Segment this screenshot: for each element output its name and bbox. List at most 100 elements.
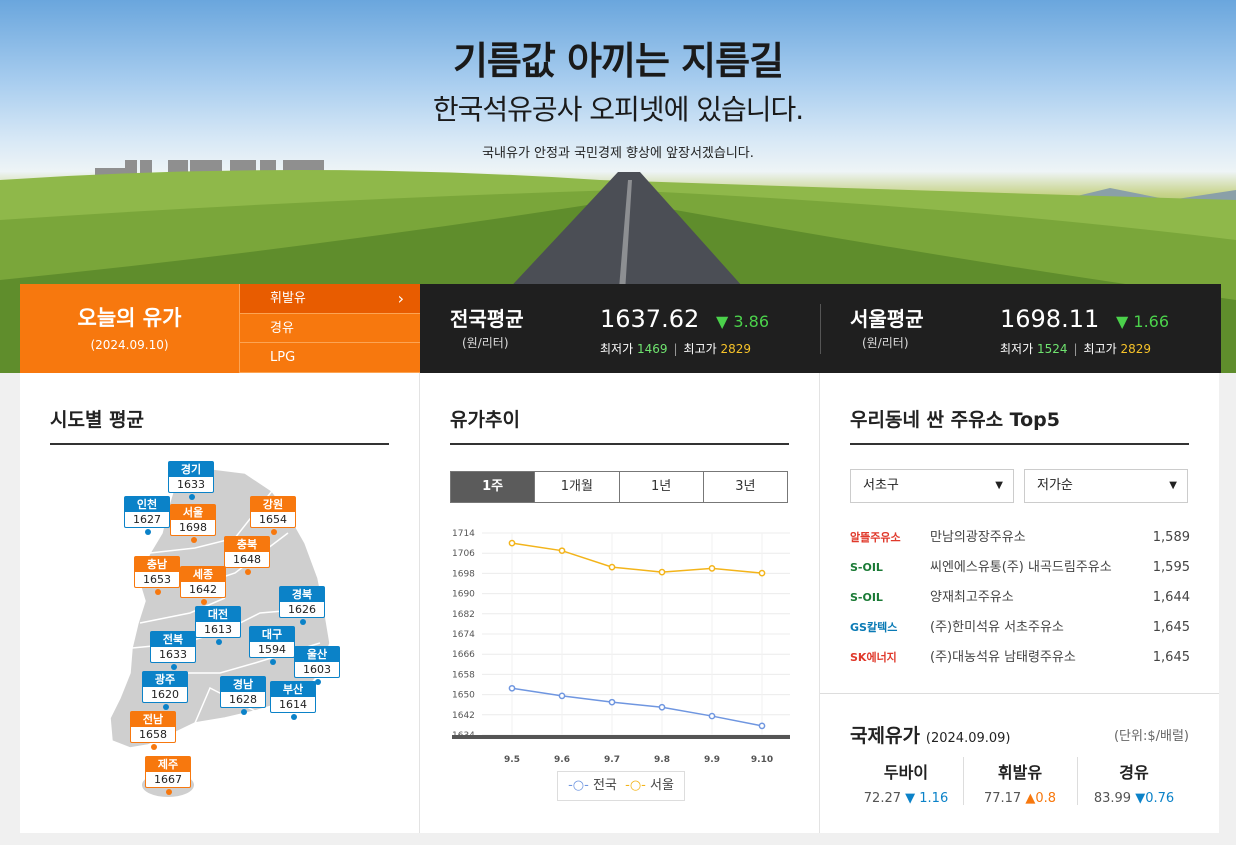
region-badge[interactable]: 대전 1613	[195, 606, 241, 645]
region-price: 1633	[159, 648, 187, 661]
region-badge[interactable]: 인천 1627	[124, 496, 170, 535]
region-badge[interactable]: 서울 1698	[170, 504, 216, 543]
region-badge[interactable]: 대구 1594	[249, 626, 295, 665]
region-badge[interactable]: 충북 1648	[224, 536, 270, 575]
region-name: 경남	[221, 677, 265, 692]
intl-price-item: 경유 83.99 ▼0.76	[1078, 759, 1190, 806]
tab-1-week[interactable]: 1주	[451, 472, 536, 502]
tab-gasoline[interactable]: 휘발유 ›	[239, 284, 420, 314]
tab-lpg[interactable]: LPG	[239, 343, 420, 373]
region-price: 1654	[259, 513, 287, 526]
region-price: 1626	[288, 603, 316, 616]
region-badge[interactable]: 부산 1614	[270, 681, 316, 720]
region-name: 전북	[151, 632, 195, 647]
station-price: 1,644	[1152, 590, 1190, 605]
min-label: 최저가	[600, 342, 634, 356]
cheap-stations-panel: 우리동네 싼 주유소 Top5 서초구 ▼ 저가순 ▼ 알뜰주유소 만남의광장주유소 1…	[820, 373, 1219, 833]
station-row[interactable]: GS칼텍스 (주)한미석유 서초주유소 1,645	[850, 613, 1190, 643]
region-name: 충북	[225, 537, 269, 552]
station-name: 만남의광장주유소	[930, 530, 1026, 545]
legend-national: 전국	[592, 778, 617, 793]
region-price: 1627	[133, 513, 161, 526]
district-select[interactable]: 서초구 ▼	[850, 469, 1014, 503]
x-tick-label: 9.6	[554, 755, 570, 765]
station-row[interactable]: SK에너지 (주)대농석유 남태령주유소 1,645	[850, 643, 1190, 673]
national-average-title: 전국평균	[450, 307, 524, 331]
region-name: 서울	[171, 505, 215, 520]
regional-average-panel: 시도별 평균 경기 1633 인천 1627 서울 1698 강원 1654 충북 1648 충남 1…	[20, 373, 419, 833]
data-point	[608, 698, 616, 706]
min-label: 최저가	[1000, 342, 1034, 356]
tab-diesel[interactable]: 경유	[239, 313, 420, 344]
title-underline	[450, 443, 789, 445]
x-tick-label: 9.7	[604, 755, 620, 765]
regional-panel-title: 시도별 평균	[50, 409, 145, 431]
brand-logo: 알뜰주유소	[850, 531, 901, 544]
intl-item-value: 72.27	[863, 791, 906, 806]
region-badge[interactable]: 강원 1654	[250, 496, 296, 535]
region-badge[interactable]: 경남 1628	[220, 676, 266, 715]
location-dot-icon	[166, 789, 172, 795]
station-name: (주)한미석유 서초주유소	[930, 620, 1064, 635]
station-row[interactable]: S-OIL 씨엔에스유통(주) 내곡드림주유소 1,595	[850, 553, 1190, 583]
min-value: 1469	[636, 342, 668, 356]
sort-value: 저가순	[1037, 478, 1073, 493]
region-name: 전남	[131, 712, 175, 727]
region-name: 대구	[250, 627, 294, 642]
station-row[interactable]: S-OIL 양재최고주유소 1,644	[850, 583, 1190, 613]
station-price: 1,589	[1152, 530, 1190, 545]
intl-item-name: 경유	[1119, 763, 1149, 782]
region-badge[interactable]: 울산 1603	[294, 646, 340, 685]
region-price: 1698	[179, 521, 207, 534]
region-badge[interactable]: 전북 1633	[150, 631, 196, 670]
region-price: 1633	[177, 478, 205, 491]
location-dot-icon	[291, 714, 297, 720]
intl-item-change: ▼ 1.16	[905, 791, 949, 806]
tab-3-years[interactable]: 3년	[703, 472, 787, 502]
location-dot-icon	[163, 704, 169, 710]
region-badge[interactable]: 경기 1633	[168, 461, 214, 500]
price-trend-chart: 1714 1706 1698 1690 1682 1674 1666 1658 1650 1642…	[452, 529, 790, 765]
region-badge[interactable]: 세종 1642	[180, 566, 226, 605]
tab-1-month[interactable]: 1개월	[535, 472, 620, 502]
legend-seoul-icon: -○-	[625, 778, 646, 793]
region-price: 1628	[229, 693, 257, 706]
region-name: 경기	[169, 462, 213, 477]
station-name: (주)대농석유 남태령주유소	[930, 650, 1076, 665]
y-tick-label: 1674	[452, 630, 475, 640]
region-name: 광주	[143, 672, 187, 687]
intl-unit: (단위:$/배럴)	[1113, 729, 1189, 744]
x-tick-label: 9.9	[704, 755, 720, 765]
intl-price-item: 휘발유 77.17 ▲0.8	[964, 759, 1076, 806]
region-badge[interactable]: 전남 1658	[130, 711, 176, 750]
station-row[interactable]: 알뜰주유소 만남의광장주유소 1,589	[850, 523, 1190, 553]
data-point	[558, 692, 566, 700]
intl-price-title: 국제유가 (2024.09.09)	[850, 721, 1011, 748]
region-badge[interactable]: 경북 1626	[279, 586, 325, 625]
region-badge[interactable]: 제주 1667	[145, 756, 191, 795]
y-tick-label: 1682	[452, 610, 475, 620]
seoul-min-max: 최저가 1524 | 최고가 2829	[1000, 342, 1152, 356]
price-summary-bar: 오늘의 유가 (2024.09.10) 휘발유 › 경유 LPG 전국평균 (원/…	[20, 284, 1221, 373]
region-name: 충남	[135, 557, 179, 572]
y-tick-label: 1666	[452, 650, 475, 660]
brand-logo: S-OIL	[850, 561, 883, 574]
region-badge[interactable]: 충남 1653	[134, 556, 180, 595]
sort-select[interactable]: 저가순 ▼	[1024, 469, 1188, 503]
data-point	[758, 722, 766, 730]
region-price: 1620	[151, 688, 179, 701]
data-point	[658, 568, 666, 576]
y-tick-label: 1698	[452, 569, 475, 579]
location-dot-icon	[191, 537, 197, 543]
region-badge[interactable]: 광주 1620	[142, 671, 188, 710]
national-average-unit: (원/리터)	[462, 336, 509, 350]
brand-logo: GS칼텍스	[850, 621, 898, 634]
tab-1-year[interactable]: 1년	[619, 472, 704, 502]
y-tick-label: 1658	[452, 670, 475, 680]
korea-map	[109, 467, 331, 797]
tab-label: 경유	[270, 320, 294, 336]
region-name: 세종	[181, 567, 225, 582]
seoul-average-title: 서울평균	[850, 307, 924, 331]
region-price: 1658	[139, 728, 167, 741]
column-divider	[963, 757, 964, 805]
